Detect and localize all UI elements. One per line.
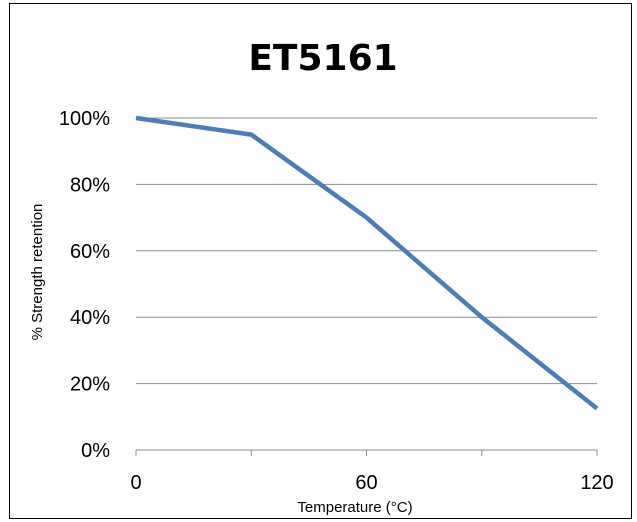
x-tick-label: 0	[130, 472, 141, 494]
x-axis-ticks: 0 60 120	[130, 450, 614, 494]
y-axis-ticks: 0% 20% 40% 60% 80% 100%	[59, 108, 110, 462]
chart-title: ET5161	[248, 38, 397, 79]
y-tick-label: 20%	[70, 374, 110, 396]
y-tick-label: 40%	[70, 307, 110, 329]
x-tick-label: 60	[355, 472, 377, 494]
x-axis-label: Temperature (°C)	[297, 499, 412, 516]
y-axis-label: % Strength retention	[29, 204, 46, 341]
series-line	[135, 115, 599, 411]
y-tick-label: 80%	[70, 174, 110, 196]
series-lines	[135, 115, 599, 411]
x-tick-label: 120	[580, 472, 613, 494]
y-tick-label: 0%	[81, 440, 110, 462]
chart-frame	[9, 3, 632, 519]
y-tick-label: 60%	[70, 241, 110, 263]
gridlines	[136, 117, 597, 451]
y-tick-label: 100%	[59, 108, 110, 130]
